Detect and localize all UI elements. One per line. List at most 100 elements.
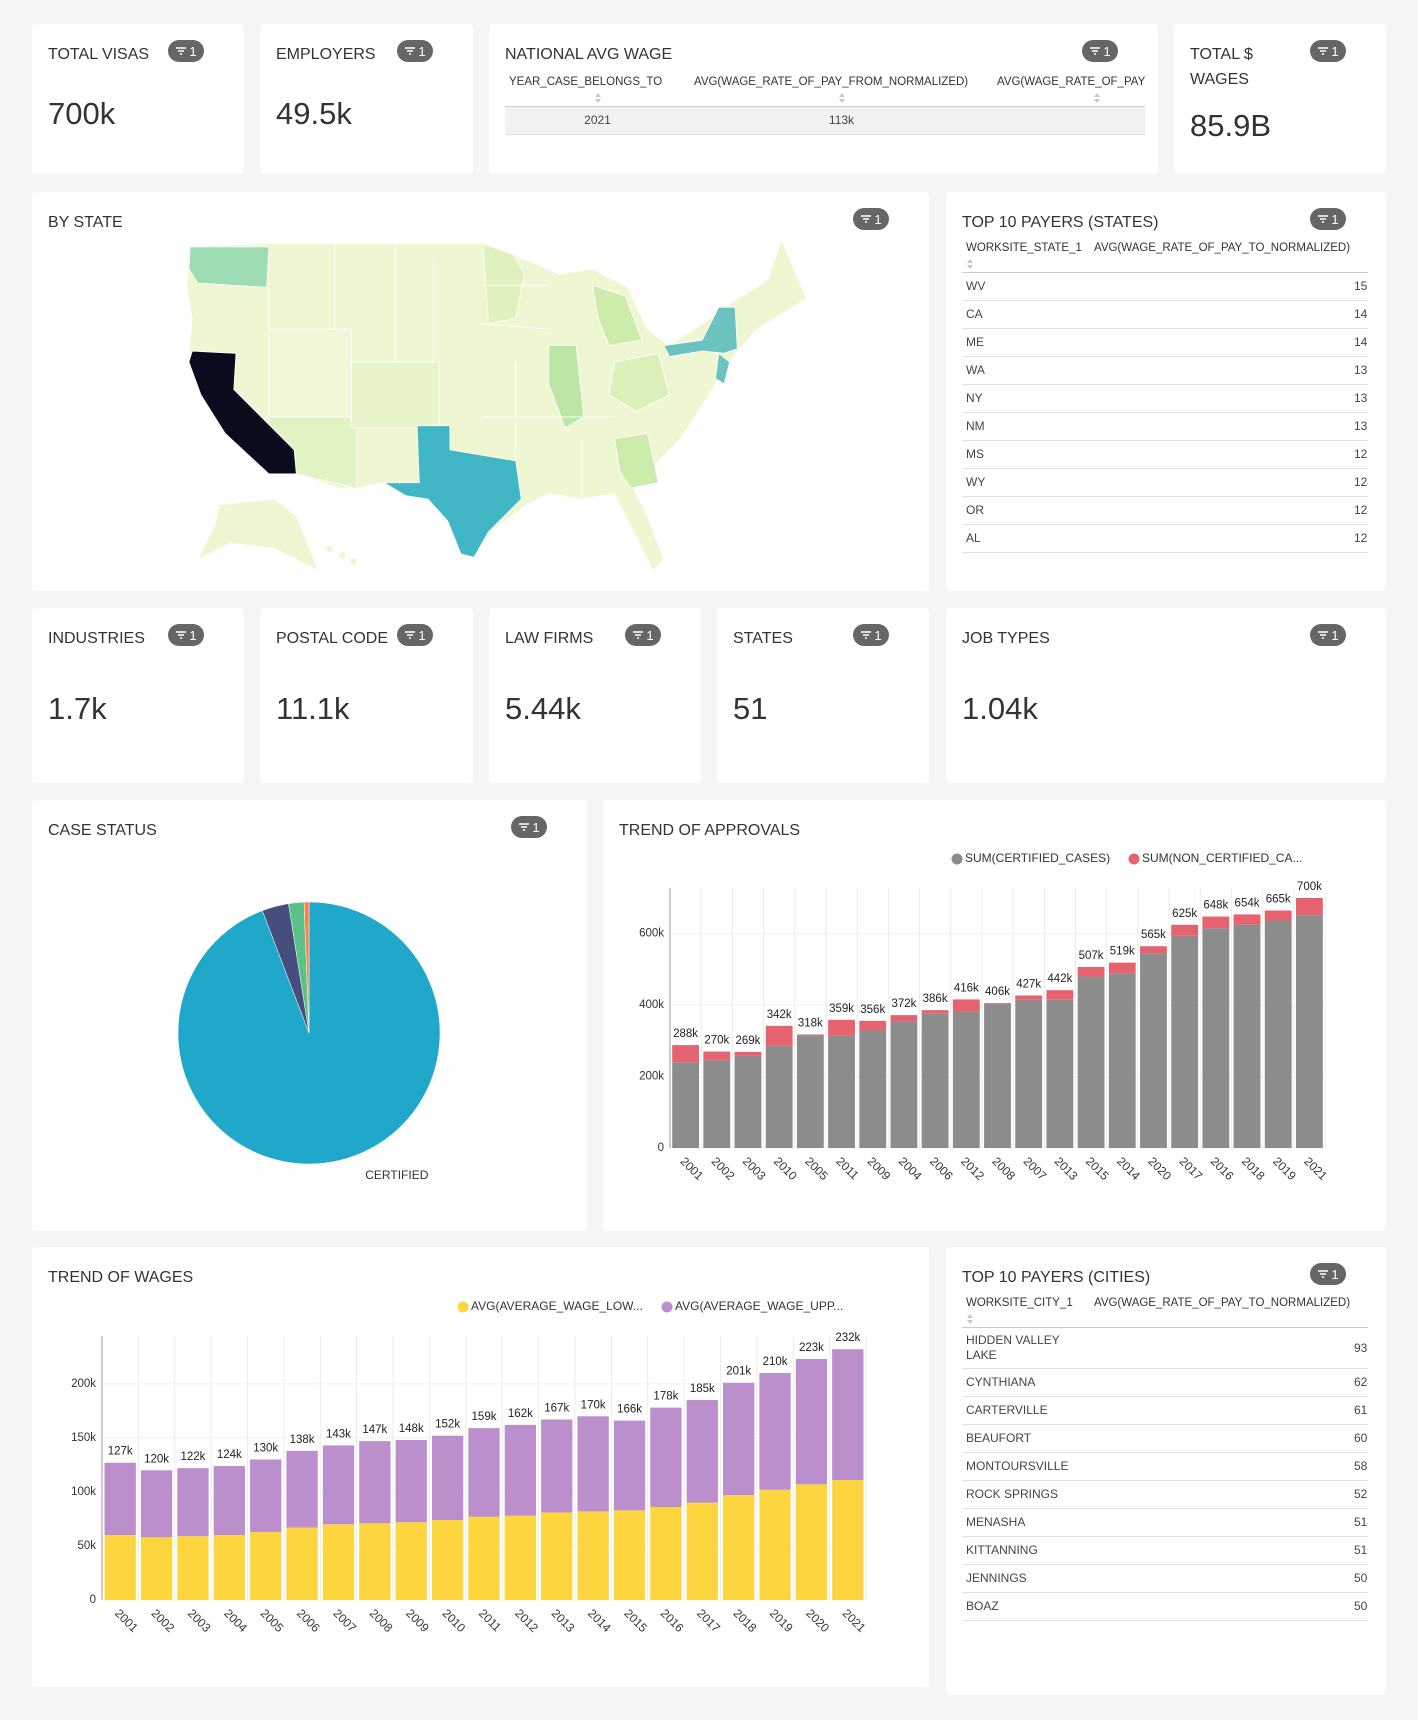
x-tick-label: 2007 bbox=[330, 1606, 359, 1635]
sort-arrow bbox=[838, 93, 845, 103]
bar-segment bbox=[952, 1011, 980, 1148]
table-row: JENNINGS500k bbox=[962, 1564, 1368, 1593]
table-row: NM131k bbox=[962, 412, 1368, 441]
table-cell: 153k bbox=[1090, 272, 1368, 301]
bar-segment bbox=[890, 1015, 918, 1022]
table-cell: 585k bbox=[1090, 1452, 1368, 1481]
bar-segment bbox=[504, 1424, 537, 1516]
sort-icon bbox=[967, 1314, 973, 1324]
kpi-value: 51 bbox=[733, 691, 768, 726]
x-tick-label: 2014 bbox=[1114, 1154, 1143, 1183]
data-table: WORKSITE_STATE_1 AVG(WAGE_RATE_OF_PAY_TO_… bbox=[962, 238, 1368, 553]
table-head: YEAR_CASE_BELONGS_TO AVG(WAGE_RATE_OF_PAY… bbox=[505, 72, 1145, 107]
bar-segment bbox=[686, 1400, 718, 1503]
total-label: 124k bbox=[217, 1449, 242, 1461]
total-label: 147k bbox=[362, 1424, 387, 1436]
pie-card: CERTIFIED CASE STATUS 1 bbox=[32, 800, 587, 1231]
table-cell: 124k bbox=[1090, 468, 1368, 497]
table-cell: OR bbox=[962, 496, 1090, 525]
x-tick-label: 2002 bbox=[148, 1606, 177, 1635]
sort-arrow bbox=[594, 93, 601, 103]
column-label: YEAR_CASE_BELONGS_TO bbox=[509, 76, 663, 88]
x-tick-label: 2006 bbox=[927, 1154, 956, 1183]
state-region bbox=[382, 425, 522, 558]
bar-segment bbox=[1202, 928, 1230, 1148]
table-row: WY124k bbox=[962, 468, 1368, 497]
total-label: 167k bbox=[544, 1402, 569, 1414]
x-tick-label: 2018 bbox=[731, 1606, 760, 1635]
legend-marker bbox=[1128, 853, 1140, 865]
kpi-value: 5.44k bbox=[505, 691, 581, 726]
bar-segment bbox=[1233, 914, 1261, 925]
total-label: 223k bbox=[799, 1342, 824, 1354]
bar-segment bbox=[104, 1462, 136, 1536]
filter-badge: 1 bbox=[168, 40, 204, 62]
table-cell: 143k bbox=[1090, 328, 1368, 357]
bar-segment bbox=[431, 1435, 464, 1521]
bar-segment bbox=[1108, 973, 1136, 1148]
table-cell: 500k bbox=[1090, 1564, 1368, 1593]
table-cell: 514k bbox=[1090, 1508, 1368, 1537]
bar-segment bbox=[1202, 916, 1230, 929]
bar-segment bbox=[140, 1470, 173, 1538]
table-row: MONTOURSVILLE585k bbox=[962, 1452, 1368, 1481]
table-card: TOP 10 PAYERS (STATES) 1 WORKSITE_STATE_1 A… bbox=[946, 192, 1386, 591]
table-cell: 525k bbox=[1090, 1480, 1368, 1509]
x-tick-label: 2004 bbox=[896, 1154, 925, 1183]
table-wrap: WORKSITE_STATE_1 AVG(WAGE_RATE_OF_PAY_TO_… bbox=[962, 238, 1368, 553]
bar-segment bbox=[1295, 898, 1323, 916]
bar-segment bbox=[984, 1003, 1011, 1004]
kpi-card: LAW FIRMS 1 5.44k bbox=[489, 608, 701, 783]
filter-icon bbox=[519, 823, 530, 831]
bar-segment bbox=[650, 1407, 682, 1508]
state-region bbox=[482, 242, 526, 325]
x-tick-label: 2015 bbox=[621, 1606, 650, 1635]
x-tick-label: 2001 bbox=[677, 1154, 706, 1183]
bar-segment bbox=[765, 1025, 793, 1046]
x-tick-label: 2016 bbox=[1208, 1154, 1237, 1183]
total-label: 152k bbox=[435, 1419, 460, 1431]
table-cell: 123k bbox=[1090, 524, 1368, 553]
filter-badge: 1 bbox=[168, 624, 204, 646]
table-cell: 138k bbox=[1090, 356, 1368, 385]
legend-label: SUM(NON_CERTIFIED_CA... bbox=[1142, 851, 1302, 865]
table-row: 2021 113k bbox=[505, 106, 1145, 135]
kpi-title: STATES bbox=[733, 630, 793, 647]
x-tick-label: 2020 bbox=[1145, 1154, 1174, 1183]
total-label: 159k bbox=[472, 1411, 497, 1423]
filter-icon bbox=[1318, 1270, 1329, 1278]
bar-segment bbox=[1171, 924, 1199, 936]
kpi-value: 1.04k bbox=[962, 691, 1038, 726]
x-tick-label: 2001 bbox=[112, 1606, 141, 1635]
column-header: AVG(WAGE_RATE_OF_PAY_FROM_NORMALIZED) bbox=[690, 72, 993, 107]
y-tick-label: 600k bbox=[639, 928, 664, 940]
bar-segment bbox=[984, 1003, 1011, 1148]
bar-segment bbox=[734, 1051, 762, 1056]
x-tick-label: 2021 bbox=[1301, 1154, 1330, 1183]
bar-segment bbox=[541, 1419, 573, 1513]
x-tick-label: 2009 bbox=[865, 1154, 894, 1183]
kpi-value: 49.5k bbox=[276, 96, 352, 131]
island bbox=[350, 558, 357, 565]
island bbox=[339, 551, 346, 559]
bar-card: 0 200k 400k 600k 288k 2001 270k 2002 269k 2003 342… bbox=[603, 800, 1386, 1231]
filter-icon bbox=[1318, 631, 1329, 639]
bar-segment bbox=[765, 1045, 793, 1148]
kpi-value: 11.1k bbox=[276, 691, 350, 726]
filter-count: 1 bbox=[189, 43, 197, 59]
bar-segment bbox=[795, 1358, 828, 1485]
sort-arrow bbox=[1094, 93, 1100, 103]
total-label: 648k bbox=[1203, 900, 1228, 912]
bar-segment bbox=[1295, 915, 1323, 1148]
filter-badge: 1 bbox=[1310, 208, 1346, 230]
bar-segment bbox=[921, 1010, 949, 1014]
table-body: 2021 113k bbox=[505, 106, 1145, 135]
state-region bbox=[714, 352, 731, 385]
table-cell: 113k bbox=[690, 106, 993, 135]
filter-count: 1 bbox=[189, 627, 197, 643]
column-header: AVG(WAGE_RATE_OF_PAY_TO_NORMALIZED) bbox=[1090, 238, 1368, 273]
table-cell: 935k bbox=[1090, 1327, 1368, 1369]
bar-segment bbox=[504, 1515, 537, 1600]
filter-icon bbox=[1318, 215, 1329, 223]
